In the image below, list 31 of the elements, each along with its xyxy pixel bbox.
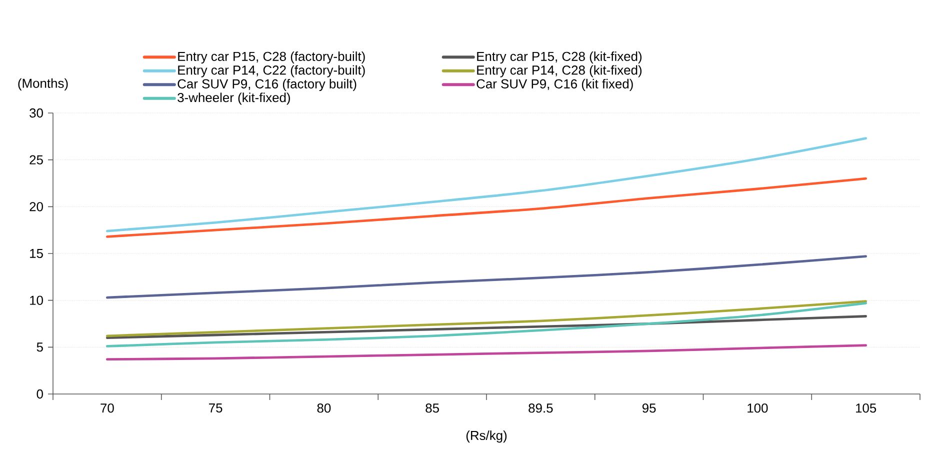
y-tick-label: 20 <box>30 202 43 212</box>
x-tick-label: 75 <box>209 404 222 413</box>
y-axis-title: (Months) <box>18 78 68 90</box>
line-series <box>106 255 868 299</box>
y-tick-label: 10 <box>30 296 43 305</box>
legend-label: 3-wheeler (kit-fixed) <box>178 92 290 105</box>
x-tick-label: 85 <box>426 404 439 413</box>
legend-label: Entry car P14, C28 (kit-fixed) <box>477 65 642 78</box>
line-series <box>106 177 868 238</box>
legend-label: Entry car P15, C28 (factory-built) <box>178 51 365 64</box>
y-tick-label: 30 <box>30 108 43 118</box>
y-tick-label: 0 <box>36 389 43 399</box>
y-tick-label: 25 <box>30 155 43 164</box>
y-tick-label: 5 <box>36 342 43 352</box>
line-series <box>106 300 868 338</box>
x-tick-label: 100 <box>748 404 768 413</box>
x-tick-label: 70 <box>100 404 114 413</box>
x-axis-title: (Rs/kg) <box>466 430 507 443</box>
x-tick-label: 89.5 <box>528 404 553 413</box>
line-series <box>106 315 868 339</box>
legend-label: Entry car P15, C28 (kit-fixed) <box>477 51 642 64</box>
line-series <box>106 137 868 232</box>
x-tick-label: 80 <box>317 404 331 413</box>
legend-label: Entry car P14, C22 (factory-built) <box>178 65 365 78</box>
legend-label: Car SUV P9, C16 (kit fixed) <box>476 78 633 92</box>
x-tick-label: 105 <box>856 404 876 413</box>
y-tick-label: 15 <box>30 248 43 258</box>
line-series <box>106 302 868 348</box>
x-tick-label: 95 <box>642 404 656 413</box>
line-series <box>106 344 868 361</box>
legend-label: Car SUV P9, C16 (factory built) <box>178 78 356 92</box>
